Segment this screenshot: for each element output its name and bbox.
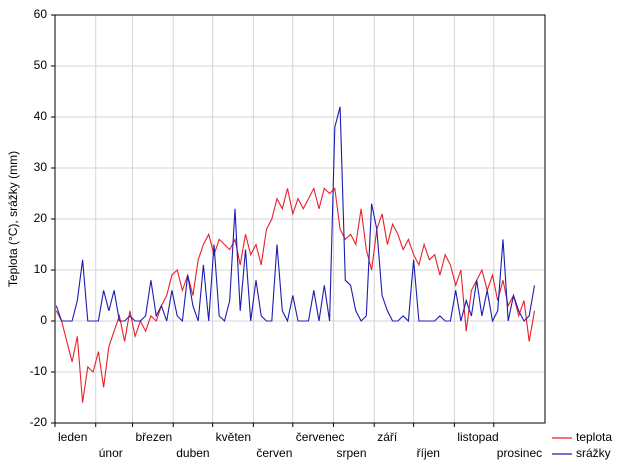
- legend-label: teplota: [576, 430, 612, 444]
- y-tick-label: 20: [34, 211, 48, 225]
- legend-label: srážky: [576, 446, 611, 460]
- x-tick-label: červenec: [296, 430, 345, 444]
- x-tick-label: prosinec: [497, 446, 542, 460]
- y-tick-label: 10: [34, 262, 48, 276]
- x-tick-label: únor: [99, 446, 123, 460]
- x-tick-label: srpen: [336, 446, 366, 460]
- x-tick-label: duben: [176, 446, 209, 460]
- y-tick-label: -10: [30, 364, 48, 378]
- y-tick-label: 40: [34, 109, 48, 123]
- x-tick-label: červen: [256, 446, 292, 460]
- x-tick-label: listopad: [457, 430, 498, 444]
- x-tick-label: září: [377, 430, 398, 444]
- series-line: [55, 106, 536, 323]
- x-tick-label: květen: [216, 430, 251, 444]
- series-line: [55, 186, 536, 403]
- x-tick-label: říjen: [417, 446, 440, 460]
- y-tick-label: 60: [34, 7, 48, 21]
- y-axis-label: Teplota (°C), srážky (mm): [6, 151, 20, 287]
- x-tick-label: březen: [136, 430, 173, 444]
- y-tick-label: -20: [30, 415, 48, 429]
- y-tick-label: 30: [34, 160, 48, 174]
- x-tick-label: leden: [58, 430, 87, 444]
- y-tick-label: 0: [40, 313, 47, 327]
- y-tick-label: 50: [34, 58, 48, 72]
- plot-frame: [54, 14, 546, 424]
